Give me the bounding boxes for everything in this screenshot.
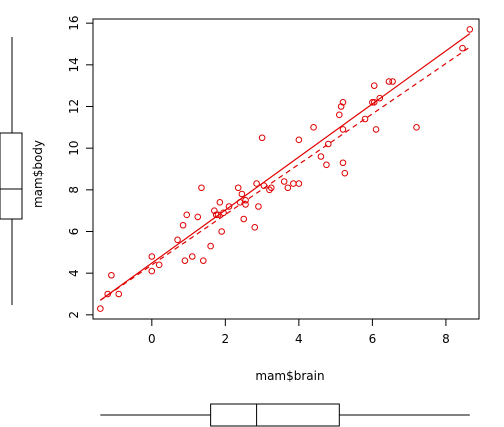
y-tick-label: 12 — [67, 99, 81, 114]
data-point — [385, 78, 393, 85]
data-point — [255, 203, 262, 210]
y-tick-label: 4 — [67, 269, 81, 277]
data-point — [188, 253, 196, 260]
data-point — [181, 257, 189, 264]
data-point — [295, 180, 303, 187]
data-point — [220, 209, 227, 217]
data-point — [218, 228, 225, 235]
data-point — [214, 211, 222, 219]
data-point — [240, 215, 248, 223]
data-point — [370, 82, 378, 89]
y-marginal-boxplot — [0, 37, 23, 305]
data-point — [183, 211, 191, 219]
fit-line-solid — [100, 33, 471, 301]
x-boxplot-box — [210, 403, 340, 427]
data-point — [207, 242, 214, 250]
data-point — [242, 201, 249, 208]
data-point — [216, 199, 224, 206]
data-point — [267, 184, 275, 192]
data-point — [336, 111, 343, 119]
data-point — [339, 99, 347, 106]
data-point — [242, 196, 249, 204]
data-point — [225, 203, 233, 210]
data-point — [459, 44, 466, 52]
data-point — [337, 103, 345, 110]
data-point — [389, 78, 396, 85]
data-point — [339, 126, 347, 133]
data-point — [234, 184, 242, 192]
data-point — [295, 136, 303, 144]
data-point — [290, 180, 297, 187]
x-tick-label: 0 — [148, 332, 156, 346]
data-point — [341, 169, 349, 177]
data-point — [324, 140, 332, 148]
data-point — [317, 153, 325, 160]
data-point — [266, 186, 273, 194]
data-point — [194, 213, 202, 221]
data-point — [466, 26, 474, 33]
data-point — [212, 211, 220, 219]
data-point — [258, 134, 266, 142]
data-point — [370, 99, 378, 106]
data-point — [413, 124, 420, 131]
axes: 0 2 4 6 8 2 4 6 8 10 12 14 16 — [67, 16, 450, 346]
data-point — [104, 290, 112, 298]
data-point — [115, 290, 123, 298]
data-point — [253, 180, 260, 187]
x-tick-label: 4 — [295, 332, 303, 346]
x-tick-label: 6 — [369, 332, 377, 346]
data-point — [236, 199, 244, 206]
chart-marks — [97, 26, 474, 312]
data-point — [97, 305, 104, 312]
data-point — [369, 99, 376, 106]
data-point — [339, 159, 347, 167]
fit-line-dashed — [100, 46, 471, 301]
y-tick-label: 8 — [67, 186, 81, 194]
x-tick-label: 2 — [222, 332, 230, 346]
data-point — [280, 178, 288, 185]
data-point — [260, 182, 268, 189]
data-point — [179, 221, 187, 229]
x-axis-title: mam$brain — [255, 369, 324, 383]
plot-frame — [92, 18, 480, 320]
y-tick-label: 2 — [67, 311, 81, 319]
data-point — [372, 126, 380, 133]
y-tick-label: 14 — [67, 57, 81, 72]
data-point — [148, 253, 156, 260]
data-point — [361, 115, 369, 123]
data-point — [310, 124, 317, 131]
data-point — [211, 207, 218, 214]
plot-area — [92, 18, 480, 320]
data-point — [155, 261, 163, 269]
data-point — [108, 271, 115, 279]
data-point — [174, 236, 181, 244]
y-tick-label: 6 — [67, 228, 81, 236]
x-marginal-boxplot — [100, 403, 470, 427]
data-point — [251, 224, 259, 231]
data-point — [376, 94, 384, 102]
y-boxplot-box — [0, 132, 23, 220]
data-point — [323, 161, 330, 169]
x-tick-label: 8 — [442, 332, 450, 346]
data-point — [198, 184, 205, 192]
data-point — [148, 267, 156, 275]
y-tick-label: 10 — [67, 141, 81, 156]
y-tick-label: 16 — [67, 16, 81, 31]
data-point — [199, 257, 207, 264]
y-axis-title: mam$body — [31, 140, 45, 208]
data-point — [284, 184, 292, 192]
data-point — [238, 190, 246, 198]
